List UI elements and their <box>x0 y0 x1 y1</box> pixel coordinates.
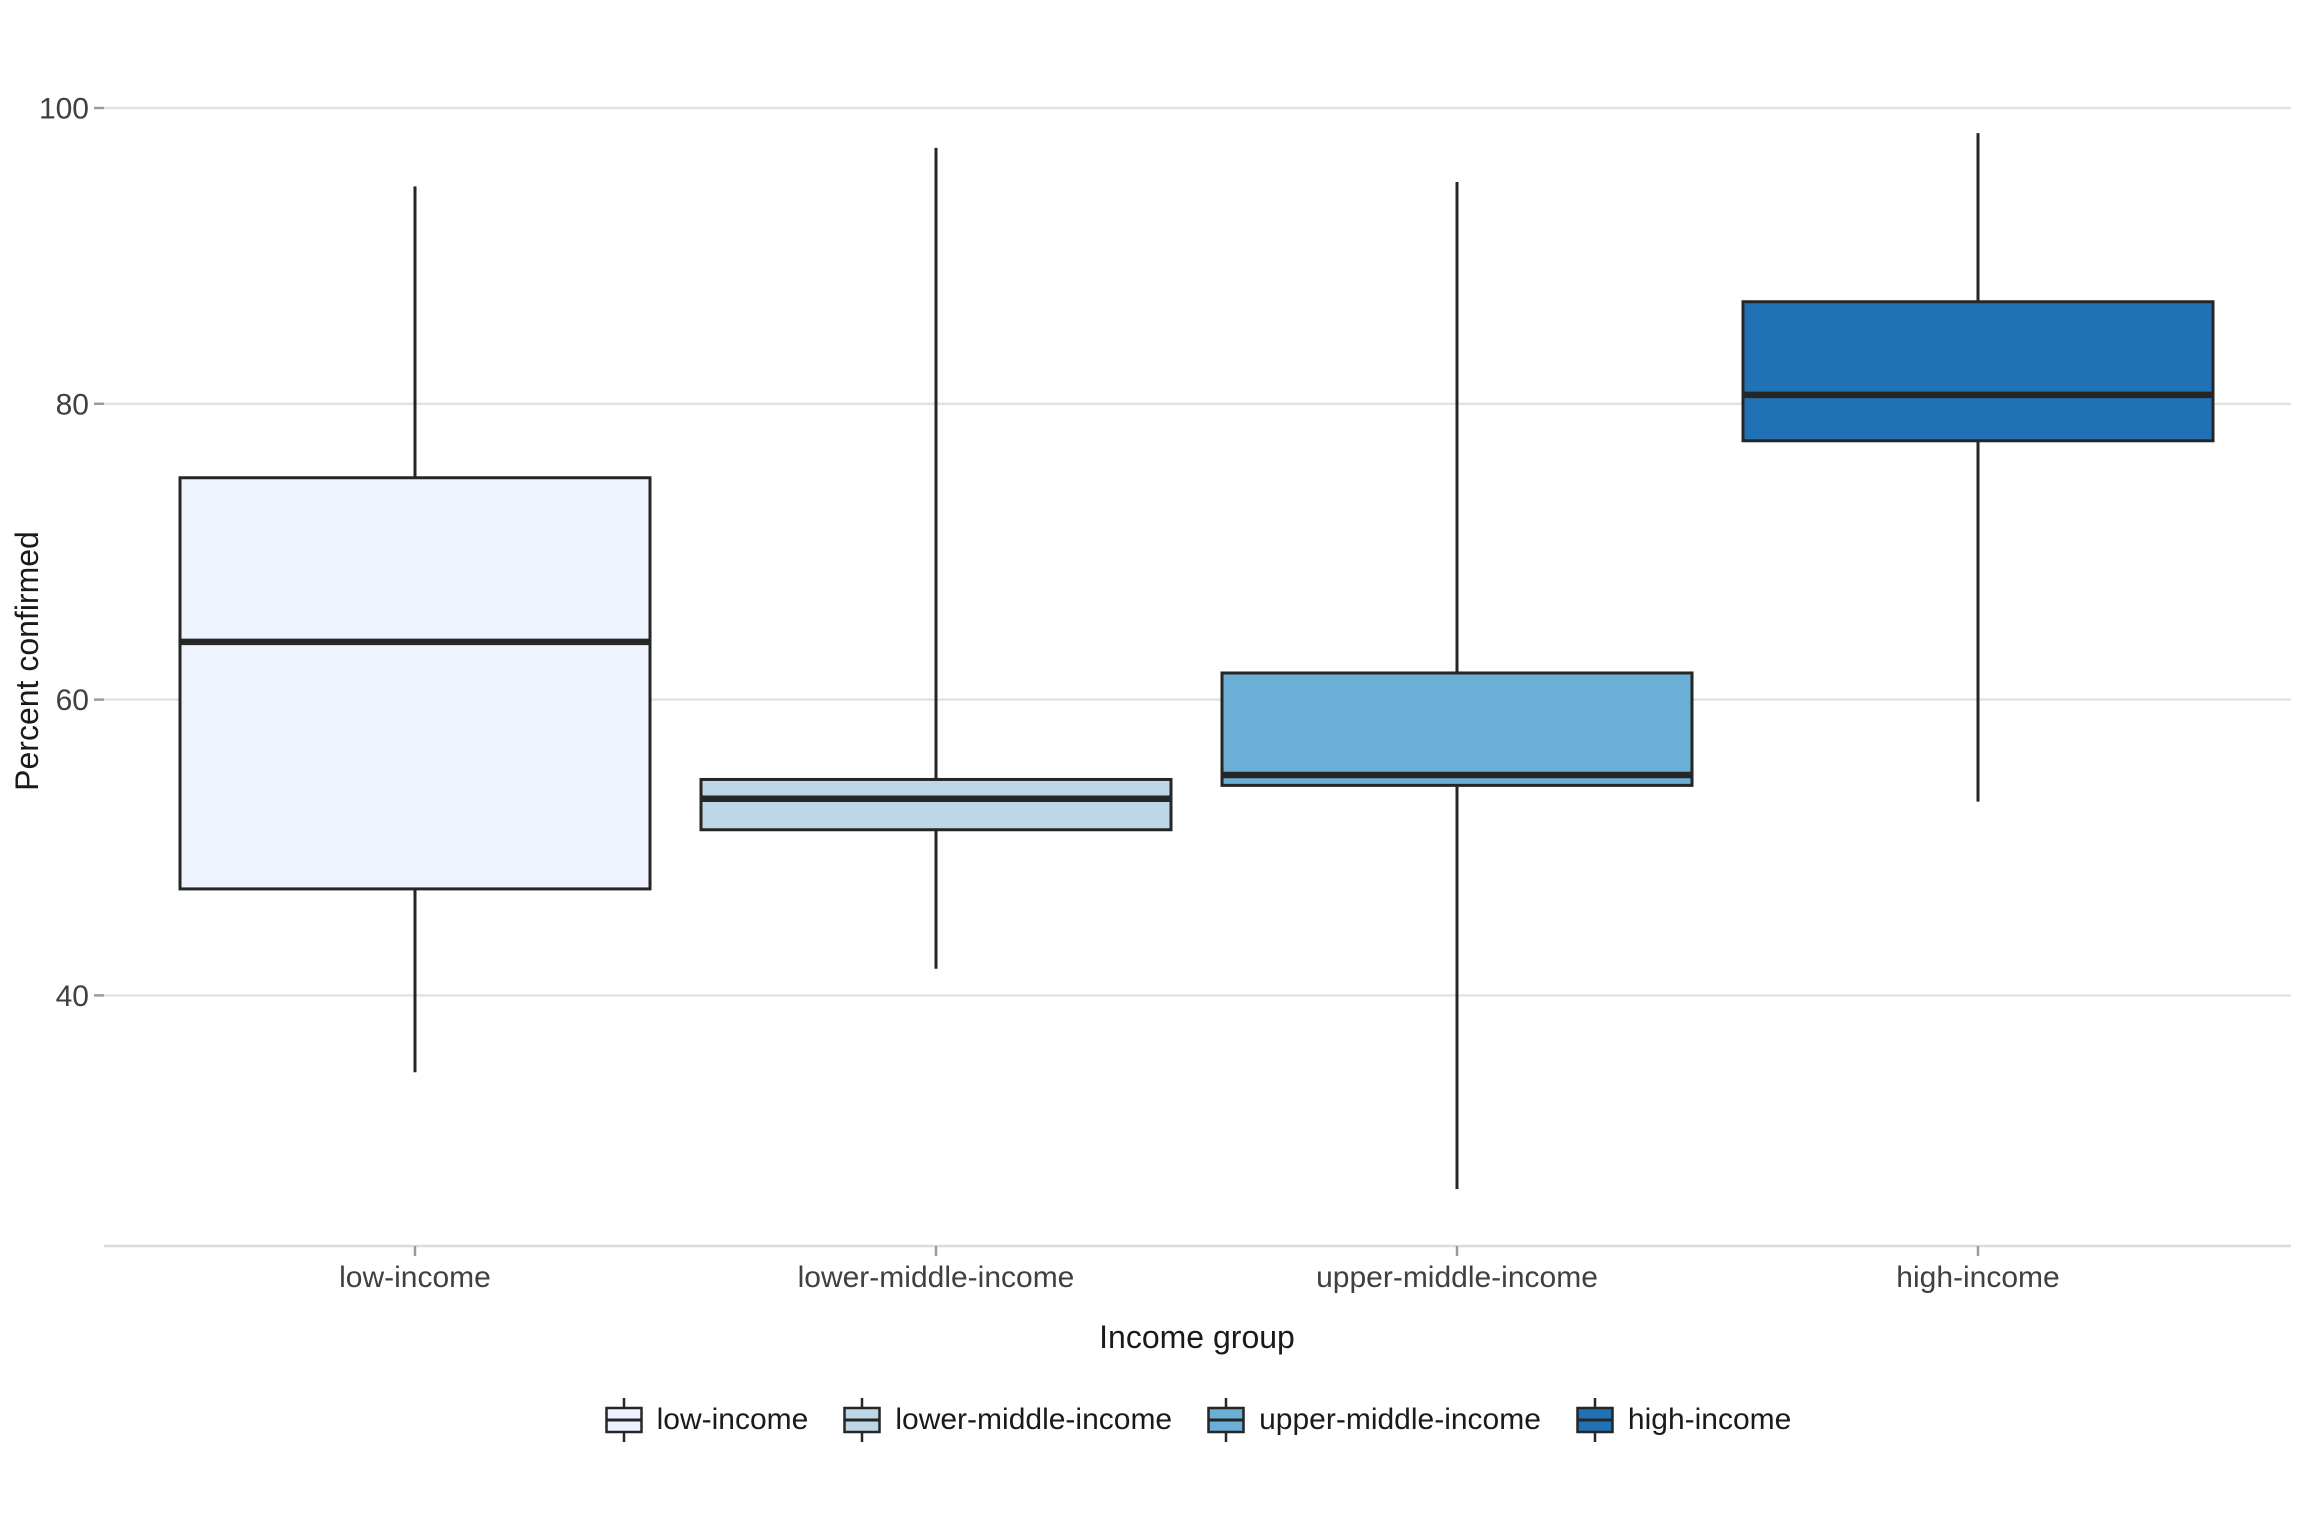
y-tick-label-80: 80 <box>56 388 89 421</box>
y-tick-label-60: 60 <box>56 684 89 717</box>
legend-label: upper-middle-income <box>1259 1403 1541 1436</box>
x-tick-label-high-income: high-income <box>1896 1261 2059 1294</box>
x-tick-label-upper-middle-income: upper-middle-income <box>1316 1261 1598 1294</box>
x-tick-label-lower-middle-income: lower-middle-income <box>798 1261 1075 1294</box>
boxplot-key-icon <box>1576 1398 1614 1442</box>
boxplot-key-icon <box>843 1398 882 1442</box>
axis-tick-marks <box>94 106 1980 1256</box>
x-tick-label-low-income: low-income <box>339 1261 491 1294</box>
y-tick-label-100: 100 <box>39 93 89 126</box>
boxplot-chart-canvas: 40 60 80 100 low-income lower-middle-income u… <box>9 93 2291 1355</box>
legend: low-income lower-middle-income upper-middl… <box>104 1390 2291 1450</box>
legend-item-lower-middle-income: lower-middle-income <box>842 1396 1172 1444</box>
y-axis-title: Percent confirmed <box>9 531 45 791</box>
boxplot-key-icon <box>604 1398 643 1442</box>
legend-item-upper-middle-income: upper-middle-income <box>1206 1396 1541 1444</box>
legend-item-low-income: low-income <box>604 1396 809 1444</box>
x-axis-tick-labels: low-income lower-middle-income upper-middl… <box>339 1261 2060 1294</box>
iqr-box <box>699 777 1173 832</box>
box-lower-middle-income <box>699 147 1173 969</box>
iqr-box <box>1741 300 2215 443</box>
y-tick-label-40: 40 <box>56 980 89 1013</box>
legend-label: low-income <box>656 1403 809 1436</box>
boxplot-key-icon <box>1207 1398 1245 1442</box>
iqr-box <box>1220 671 1694 787</box>
box-low-income <box>178 186 652 1073</box>
box-upper-middle-income <box>1220 181 1694 1190</box>
box-high-income <box>1741 133 2215 802</box>
iqr-box <box>178 476 652 891</box>
x-axis-title: Income group <box>1099 1319 1295 1355</box>
boxplot-marks <box>178 133 2215 1190</box>
y-axis-tick-labels: 40 60 80 100 <box>39 93 89 1013</box>
legend-item-high-income: high-income <box>1575 1396 1791 1444</box>
legend-label: high-income <box>1627 1403 1792 1436</box>
legend-label: lower-middle-income <box>895 1403 1173 1436</box>
